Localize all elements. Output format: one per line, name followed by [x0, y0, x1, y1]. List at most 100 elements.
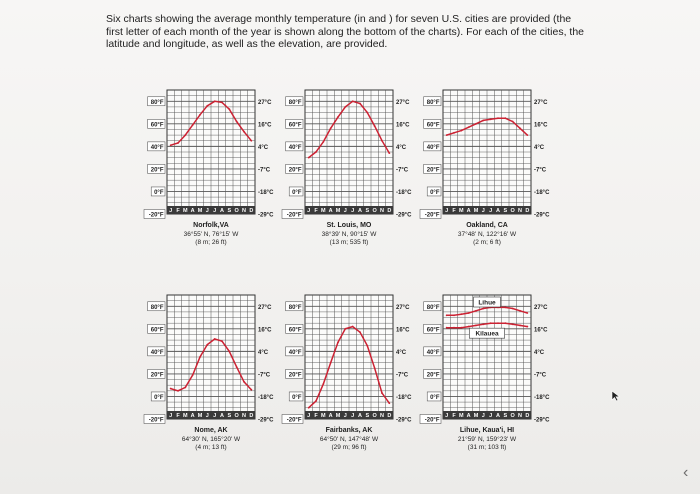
c-tick-label: -29°C [396, 418, 412, 424]
month-label: N [518, 208, 522, 214]
temperature-point [307, 156, 310, 159]
temperature-point [519, 309, 521, 312]
month-band [443, 206, 531, 214]
cursor-icon [611, 390, 621, 402]
month-label: S [365, 413, 369, 419]
month-label: A [220, 208, 224, 214]
c-tick-label: 16°C [396, 122, 410, 128]
month-label: N [380, 413, 384, 419]
f-tick-box [423, 164, 442, 174]
f-tick-box [285, 141, 304, 152]
temperature-point [445, 326, 448, 329]
temperature-point [504, 322, 507, 325]
temperature-point [453, 314, 455, 317]
f-tick-box [147, 164, 166, 174]
city-coordinates: 64°50' N, 147°48' W [320, 435, 379, 443]
city-name: Nome, AK [194, 427, 227, 434]
chevron-left-icon[interactable]: ‹ [683, 464, 689, 481]
f-tick-box [426, 391, 442, 402]
temperature-point [482, 307, 485, 310]
month-label: F [176, 413, 180, 419]
month-label: A [358, 413, 362, 419]
series-label-box [468, 327, 505, 339]
month-label: J [169, 413, 172, 419]
c-tick-label: -18°C [396, 395, 412, 401]
city-coordinates: 64°30' N, 165°20' W [182, 435, 241, 443]
f-tick-box [423, 141, 442, 152]
f-tick-label: 0°F [154, 190, 164, 196]
f-tick-label: 80°F [427, 100, 440, 106]
month-label: O [373, 413, 378, 419]
f-tick-box [423, 324, 442, 334]
c-tick-label: 4°C [534, 145, 545, 151]
month-label: O [235, 208, 240, 214]
month-label: J [351, 413, 354, 419]
temperature-point [315, 151, 317, 153]
temperature-point [359, 102, 361, 105]
f-tick-label: 40°F [151, 350, 164, 356]
city-elevation: (8 m; 26 ft) [195, 239, 226, 246]
c-tick-label: 27°C [534, 100, 548, 106]
temperature-point [213, 338, 216, 340]
f-tick-box [150, 186, 166, 197]
series-label: Lihue [478, 300, 496, 307]
month-label: A [496, 208, 500, 214]
month-label: F [314, 208, 318, 214]
temperature-point [475, 309, 477, 312]
f-tick-box [285, 369, 304, 379]
series-label-box [473, 296, 501, 308]
temperature-point [206, 104, 209, 107]
f-tick-label: 20°F [427, 167, 440, 173]
f-tick-label: 0°F [154, 395, 164, 401]
f-tick-box [285, 324, 304, 334]
temperature-line [308, 100, 390, 159]
temperature-point [221, 340, 223, 343]
f-tick-box [147, 96, 166, 107]
month-label: S [227, 208, 231, 214]
temperature-point [482, 119, 485, 122]
f-tick-label: 60°F [289, 122, 302, 128]
temperature-point [497, 322, 499, 325]
f-tick-label: 40°F [427, 145, 440, 151]
temperature-point [359, 331, 361, 334]
month-label: S [365, 208, 369, 214]
temperature-point [467, 312, 470, 314]
temperature-point [388, 402, 391, 405]
temperature-point [228, 350, 231, 353]
c-tick-label: -18°C [396, 190, 412, 196]
month-label: A [496, 413, 500, 419]
month-label: J [206, 413, 209, 419]
f-tick-label: 80°F [289, 305, 302, 311]
temperature-line [308, 325, 390, 409]
month-label: M [336, 413, 341, 419]
month-label: N [518, 413, 522, 419]
temperature-line [446, 117, 528, 136]
f-tick-label: -20°F [287, 418, 302, 424]
temperature-point [504, 306, 507, 309]
c-tick-label: 27°C [534, 305, 548, 311]
f-tick-label: 80°F [151, 100, 164, 106]
f-tick-label: 20°F [151, 372, 164, 378]
c-tick-label: -18°C [258, 395, 274, 401]
temperature-point [519, 127, 521, 130]
c-tick-label: -7°C [258, 372, 271, 378]
city-coordinates: 37°48' N, 122°16' W [458, 230, 517, 238]
f-tick-label: 60°F [427, 327, 440, 333]
temperature-line [170, 338, 252, 392]
f-tick-label: 0°F [430, 395, 440, 401]
month-label: M [459, 413, 464, 419]
month-band [305, 206, 393, 214]
f-tick-box [288, 391, 304, 402]
temperature-point [250, 139, 253, 142]
month-label: F [452, 208, 456, 214]
city-elevation: (4 m; 13 ft) [195, 444, 226, 451]
city-elevation: (13 m; 535 ft) [330, 239, 369, 246]
temperature-point [460, 129, 463, 132]
c-tick-label: -7°C [258, 167, 271, 173]
c-tick-label: -18°C [534, 190, 550, 196]
f-tick-label: 80°F [427, 305, 440, 311]
c-tick-label: -29°C [258, 213, 274, 219]
temperature-point [351, 325, 354, 328]
